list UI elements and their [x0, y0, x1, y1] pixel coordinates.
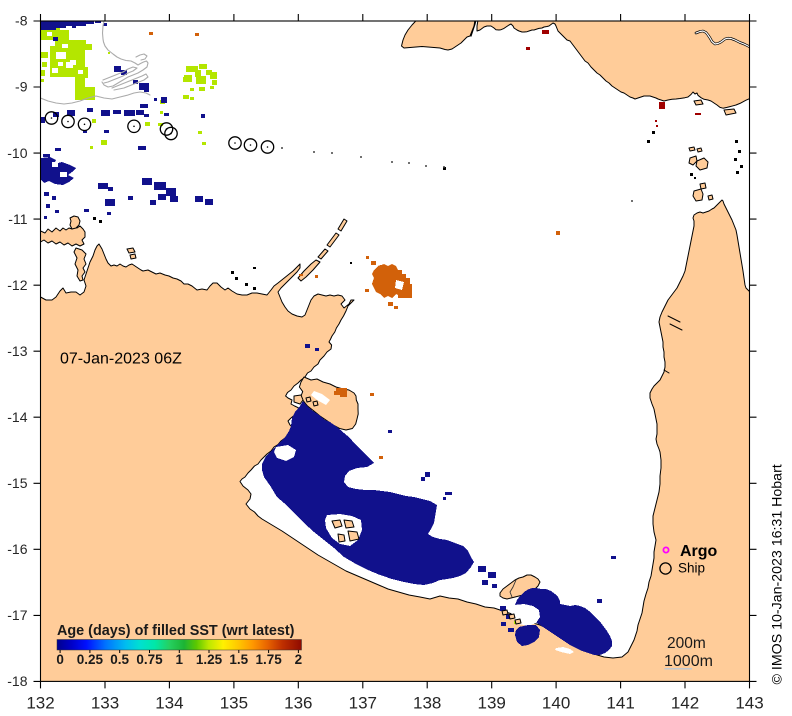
svg-text:134: 134 — [155, 694, 183, 713]
svg-text:Argo: Argo — [680, 543, 718, 560]
svg-text:200m: 200m — [667, 635, 706, 652]
svg-text:Ship: Ship — [678, 561, 705, 576]
svg-text:135: 135 — [220, 694, 248, 713]
svg-text:-10: -10 — [7, 145, 27, 161]
svg-text:133: 133 — [91, 694, 119, 713]
svg-text:0.5: 0.5 — [110, 652, 129, 667]
svg-text:-9: -9 — [15, 79, 28, 95]
svg-text:1.25: 1.25 — [196, 652, 223, 667]
svg-text:Age (days) of filled SST (wrt: Age (days) of filled SST (wrt latest) — [57, 623, 295, 639]
svg-text:-15: -15 — [7, 475, 27, 491]
svg-text:-13: -13 — [7, 343, 27, 359]
svg-text:0.75: 0.75 — [136, 652, 163, 667]
svg-text:1: 1 — [176, 652, 184, 667]
svg-text:138: 138 — [413, 694, 441, 713]
svg-text:-11: -11 — [8, 211, 27, 227]
svg-text:© IMOS 10-Jan-2023 16:31 Hobar: © IMOS 10-Jan-2023 16:31 Hobart — [770, 464, 786, 684]
svg-text:139: 139 — [478, 694, 506, 713]
svg-text:141: 141 — [606, 694, 634, 713]
svg-text:142: 142 — [671, 694, 699, 713]
svg-text:-14: -14 — [7, 409, 27, 425]
svg-text:-8: -8 — [15, 13, 28, 29]
svg-text:-17: -17 — [7, 607, 27, 623]
svg-text:132: 132 — [26, 694, 54, 713]
svg-text:136: 136 — [284, 694, 312, 713]
svg-text:-16: -16 — [7, 541, 27, 557]
svg-text:1.5: 1.5 — [229, 652, 248, 667]
svg-text:137: 137 — [349, 694, 377, 713]
svg-text:07-Jan-2023 06Z: 07-Jan-2023 06Z — [60, 351, 182, 368]
svg-text:140: 140 — [542, 694, 570, 713]
svg-text:1000m: 1000m — [664, 653, 713, 670]
svg-text:0: 0 — [56, 652, 64, 667]
svg-text:2: 2 — [295, 652, 303, 667]
svg-text:143: 143 — [735, 694, 763, 713]
svg-text:-12: -12 — [7, 277, 27, 293]
svg-text:-18: -18 — [7, 673, 27, 689]
svg-text:1.75: 1.75 — [255, 652, 282, 667]
svg-text:0.25: 0.25 — [77, 652, 104, 667]
